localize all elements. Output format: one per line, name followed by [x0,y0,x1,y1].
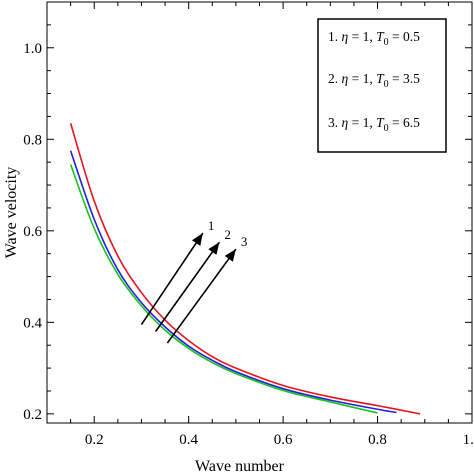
series-line-1 [69,123,421,415]
annotation-arrowhead-1 [191,233,203,246]
y-tick-label: 0.8 [23,132,42,148]
annotation-arrow-1 [140,232,204,326]
annotation-arrow-2 [154,241,221,332]
annotation-label-1: 1 [208,218,215,233]
series-line-3 [69,164,378,414]
y-tick-label: 0.6 [23,224,42,240]
annotation-arrowhead-3 [224,249,236,262]
x-axis-title: Wave number [195,458,285,475]
legend-entry-2: 2. η = 1, T0 = 3.5 [328,71,420,90]
y-tick-label: 0.4 [23,315,42,331]
legend-entry-1: 1. η = 1, T0 = 0.5 [328,29,420,48]
annotation-arrow-3 [166,248,237,344]
y-tick-label: 0.2 [23,407,42,423]
x-tick-label: 0.2 [85,432,104,448]
annotation-layer: 12 3 [140,218,248,344]
y-axis-title: Wave velocity [3,167,20,259]
x-tick-label: 1.0 [463,432,474,448]
legend-entry-3: 3. η = 1, T0 = 6.5 [328,115,420,134]
x-tick-label: 0.6 [274,432,293,448]
x-axis-ticks: 0.2 0.4 0.6 0.8 1.0 [70,2,474,448]
annotation-label-3: 3 [241,234,248,249]
annotation-label-2: 2 [224,227,231,242]
series-line-2 [69,150,397,414]
x-tick-label: 0.8 [368,432,387,448]
legend: 1. η = 1, T0 = 0.5 2. η = 1, T0 = 3.5 3. η… [317,18,447,153]
y-axis-ticks: 0.2 0.4 0.6 0.8 1.0 [23,1,472,423]
annotation-arrowhead-2 [208,242,220,255]
legend-box [317,18,447,153]
y-tick-label: 1.0 [23,41,42,57]
series-layer [69,123,421,415]
x-tick-label: 0.4 [179,432,198,448]
